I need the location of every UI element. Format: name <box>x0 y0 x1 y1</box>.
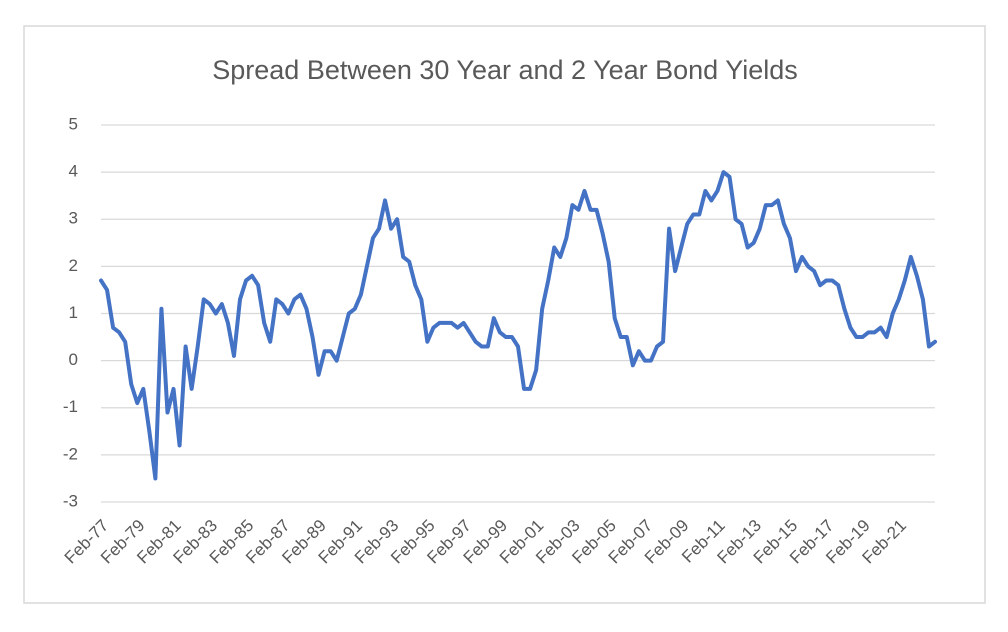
y-tick-label: 1 <box>69 303 78 322</box>
y-tick-label: 5 <box>69 114 78 133</box>
y-tick-label: 4 <box>69 162 78 181</box>
y-tick-label: 3 <box>69 209 78 228</box>
chart-title: Spread Between 30 Year and 2 Year Bond Y… <box>212 55 797 85</box>
y-tick-label: -3 <box>63 491 78 510</box>
y-tick-label: 2 <box>69 256 78 275</box>
chart-frame <box>23 25 986 604</box>
y-tick-label: 0 <box>69 350 78 369</box>
data-line <box>99 170 937 481</box>
y-tick-label: -2 <box>63 444 78 463</box>
y-tick-label: -1 <box>63 397 78 416</box>
